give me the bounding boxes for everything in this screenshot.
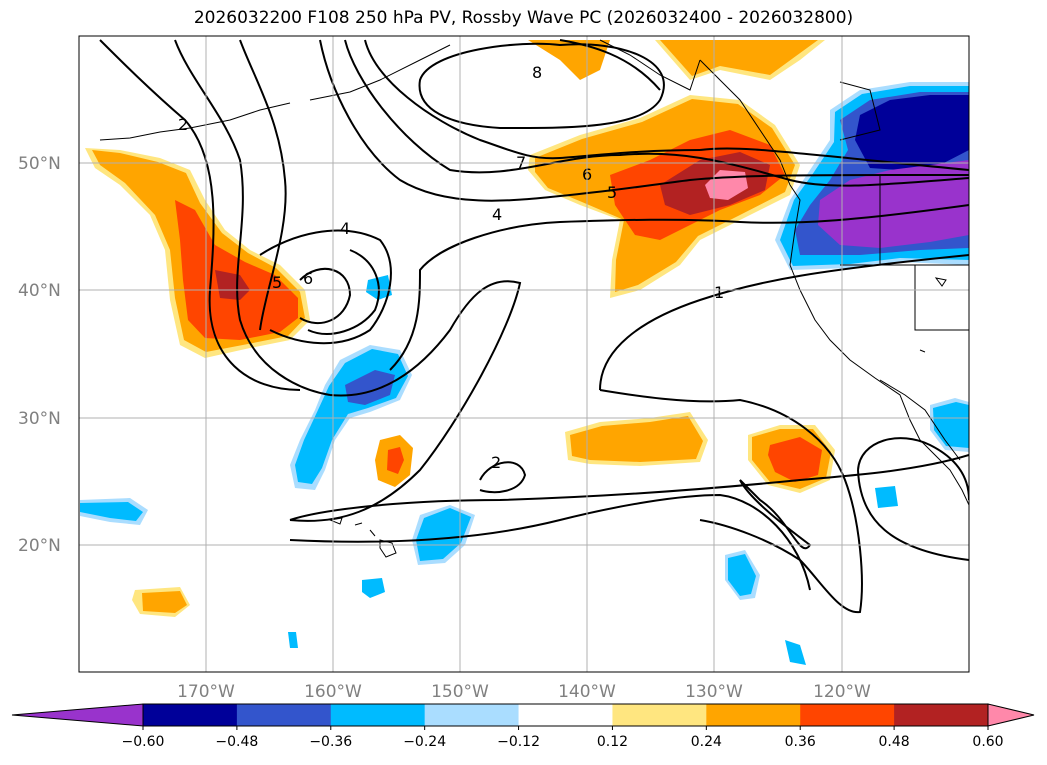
- colorbar-tick-label: 0.48: [879, 734, 910, 750]
- colorbar-segment: [800, 704, 895, 726]
- lon-label: 140°W: [558, 682, 616, 702]
- contour-label: 4: [492, 205, 502, 224]
- islands: [328, 277, 947, 558]
- colorbar-tick-label: 0.12: [597, 734, 628, 750]
- colorbar-segment: [143, 704, 238, 726]
- colorbar-tick-label: −0.48: [215, 734, 258, 750]
- contour-label: 5: [607, 183, 617, 202]
- contour-label: 6: [303, 269, 313, 288]
- contour-label: 5: [272, 273, 282, 292]
- colorbar-segment: [518, 704, 613, 726]
- longitude-labels: 170°W 160°W 150°W 140°W 130°W 120°W: [177, 682, 871, 702]
- plot-frame: [78, 35, 970, 673]
- pv-contours: [99, 39, 969, 614]
- colorbar-segment: [424, 704, 520, 726]
- colorbar-tick-label: −0.24: [403, 734, 446, 750]
- positive-anomaly-northeast: [528, 40, 825, 298]
- colorbar: [11, 703, 1035, 727]
- contour-label: 8: [532, 63, 542, 82]
- plot-area: [79, 36, 969, 672]
- positive-anomaly-south: [132, 412, 835, 617]
- latitude-labels: 50°N 40°N 30°N 20°N: [18, 154, 61, 556]
- lat-label: 50°N: [18, 154, 61, 174]
- contour-label: 2: [178, 115, 188, 134]
- colorbar-tick-label: −0.12: [497, 734, 540, 750]
- lon-label: 170°W: [177, 682, 235, 702]
- lon-label: 150°W: [431, 682, 489, 702]
- colorbar-tick-label: 0.60: [972, 734, 1003, 750]
- colorbar-segment: [236, 704, 332, 726]
- colorbar-tick-label: 0.24: [691, 734, 722, 750]
- colorbar-segment: [894, 704, 989, 726]
- lat-label: 40°N: [18, 281, 61, 301]
- lat-label: 30°N: [18, 409, 61, 429]
- colorbar-tick-label: 0.36: [785, 734, 816, 750]
- colorbar-labels: −0.60 −0.48 −0.36 −0.24 −0.12 0.12 0.24 0.36 0.4…: [122, 726, 1004, 750]
- lat-label: 20°N: [18, 536, 61, 556]
- colorbar-segment: [612, 704, 707, 726]
- colorbar-extend-high: [987, 703, 1035, 727]
- map-title: 2026032200 F108 250 hPa PV, Rossby Wave …: [193, 8, 854, 28]
- colorbar-segment: [330, 704, 426, 726]
- lon-label: 130°W: [685, 682, 743, 702]
- colorbar-extend-low: [11, 703, 144, 727]
- colorbar-tick-label: −0.36: [309, 734, 352, 750]
- contour-label: 4: [340, 219, 350, 238]
- contour-label: 1: [714, 283, 724, 302]
- lon-label: 120°W: [813, 682, 871, 702]
- contour-label: 2: [491, 453, 501, 472]
- colorbar-tick-label: −0.60: [122, 734, 165, 750]
- colorbar-segment: [706, 704, 801, 726]
- colorbar-outline: [142, 703, 989, 727]
- gridlines: [79, 36, 969, 672]
- lon-label: 160°W: [304, 682, 362, 702]
